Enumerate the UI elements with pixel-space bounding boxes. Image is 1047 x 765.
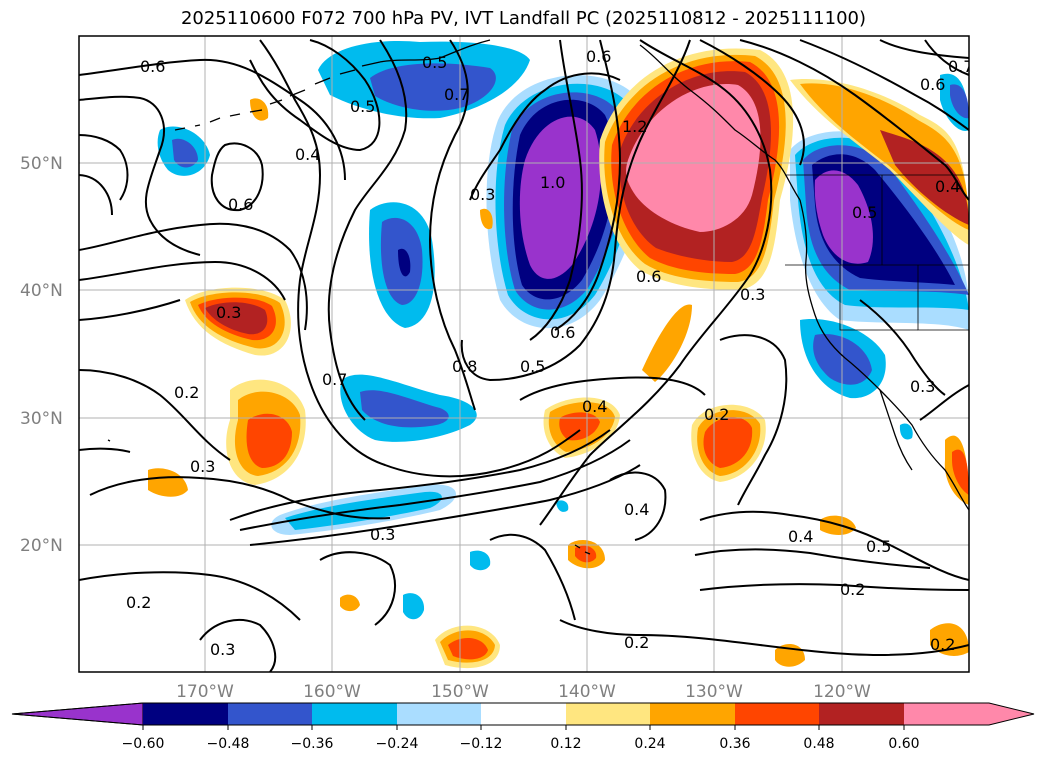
contour-label: 0.6 (920, 75, 945, 94)
contour-lines (79, 39, 969, 672)
lat-label: 40°N (20, 281, 63, 301)
colorbar-bin (228, 703, 312, 725)
contour-label: 0.7 (322, 370, 347, 389)
contour-label: 0.6 (636, 267, 661, 286)
contour-label: 0.6 (550, 323, 575, 342)
contour-label: 0.6 (140, 57, 165, 76)
lon-label: 140°W (558, 682, 616, 702)
contour-label: 0.6 (586, 47, 611, 66)
colorbar-bin (312, 703, 397, 725)
contour-label: 0.2 (174, 383, 199, 402)
colorbar-bin (566, 703, 650, 725)
contour-label: 0.3 (190, 457, 215, 476)
contour-label: 0.2 (840, 580, 865, 599)
lon-label: 170°W (176, 682, 234, 702)
colorbar-tick-label: −0.36 (291, 736, 334, 752)
contour-label: 0.6 (228, 195, 253, 214)
contour-label: 0.4 (788, 527, 813, 546)
contour-label: 0.4 (624, 500, 649, 519)
contour-label: 0.4 (295, 145, 320, 164)
contour-label: 0.2 (624, 633, 649, 652)
colorbar-tick-label: 0.12 (550, 736, 581, 752)
colorbar-bin (397, 703, 481, 725)
colorbar-tick-marks (142, 725, 905, 730)
lat-label: 50°N (20, 154, 63, 174)
contour-label: 0.3 (740, 285, 765, 304)
colorbar-extend-low (11, 702, 144, 726)
contour-label-group: 0.6 0.5 0.7 0.6 1.2 0.6 0.7 0.4 0.6 0.4 … (126, 47, 973, 659)
lon-label: 120°W (813, 682, 871, 702)
lat-label: 30°N (20, 409, 63, 429)
contour-label: 1.0 (540, 173, 565, 192)
colorbar-tick-label: 0.24 (634, 736, 665, 752)
contour-label: 0.5 (422, 53, 447, 72)
colorbar-bin (143, 703, 228, 725)
contour-label: 0.3 (216, 303, 241, 322)
contour-label: 0.3 (210, 640, 235, 659)
colorbar-tick-label: −0.48 (207, 736, 250, 752)
contour-label: 0.5 (852, 203, 877, 222)
contour-label: 0.3 (370, 525, 395, 544)
map-frame (78, 35, 970, 673)
colorbar-bin (481, 703, 566, 725)
positive-anomaly-fill (148, 48, 969, 669)
contour-label: 0.3 (910, 377, 935, 396)
lon-label: 150°W (431, 682, 489, 702)
colorbar-extend-high (904, 703, 1034, 725)
contour-label: 0.7 (948, 57, 973, 76)
contour-label: 0.4 (935, 177, 960, 196)
lon-label: 160°W (303, 682, 361, 702)
contour-label: 0.2 (126, 593, 151, 612)
colorbar: −0.60 −0.48 −0.36 −0.24 −0.12 0.12 0.24 … (11, 702, 1035, 752)
colorbar-tick-label: −0.60 (122, 736, 165, 752)
colorbar-tick-label: −0.12 (460, 736, 503, 752)
contour-label: 0.2 (930, 635, 955, 654)
lat-label: 20°N (20, 536, 63, 556)
contour-label: 0.4 (582, 397, 607, 416)
contour-label: 0.5 (520, 357, 545, 376)
latitude-labels: 50°N 40°N 30°N 20°N (20, 154, 63, 556)
contour-label: 0.8 (452, 357, 477, 376)
colorbar-tick-label: 0.60 (888, 736, 919, 752)
colorbar-bin (735, 703, 819, 725)
lon-label: 130°W (685, 682, 743, 702)
graticule (79, 36, 969, 672)
contour-label: 0.2 (704, 405, 729, 424)
colorbar-tick-label: 0.36 (719, 736, 750, 752)
colorbar-bin (650, 703, 735, 725)
map-layers: 0.6 0.5 0.7 0.6 1.2 0.6 0.7 0.4 0.6 0.4 … (79, 36, 973, 672)
contour-label: 0.5 (350, 97, 375, 116)
contour-label: 0.3 (470, 185, 495, 204)
longitude-labels: 170°W 160°W 150°W 140°W 130°W 120°W (176, 682, 871, 702)
contour-label: 0.7 (444, 85, 469, 104)
map-title: 2025110600 F072 700 hPa PV, IVT Landfall… (180, 8, 867, 29)
colorbar-tick-label: −0.24 (376, 736, 419, 752)
colorbar-bin (819, 703, 904, 725)
colorbar-tick-label: 0.48 (803, 736, 834, 752)
contour-label: 1.2 (622, 117, 647, 136)
contour-label: 0.5 (866, 537, 891, 556)
